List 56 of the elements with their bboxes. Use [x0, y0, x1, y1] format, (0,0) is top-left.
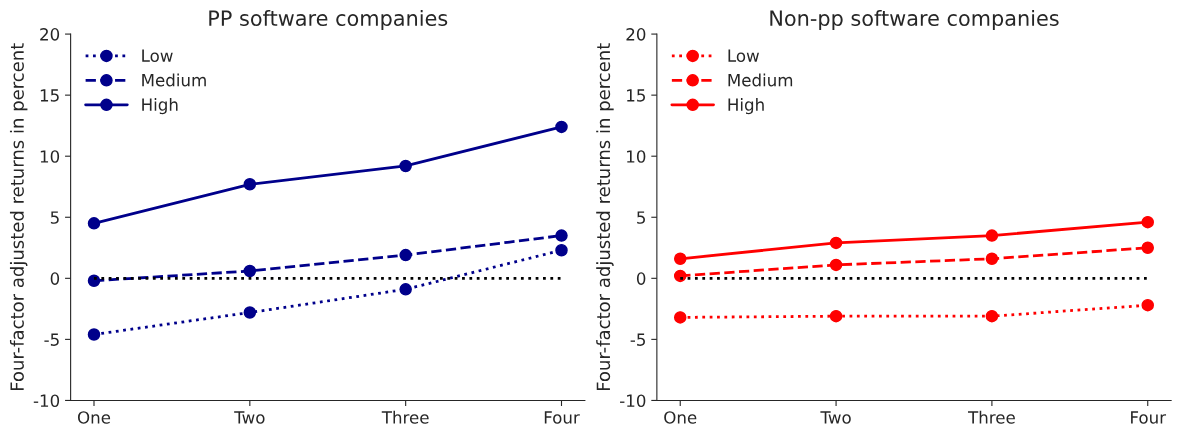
- y-tick-label: -10: [620, 394, 646, 408]
- point: [985, 229, 999, 242]
- y-tick-label: -5: [630, 333, 645, 346]
- y-tick-label: 20: [626, 28, 646, 41]
- chart-title: Non-pp software companies: [770, 9, 1059, 31]
- y-tick-label: 5: [637, 211, 645, 224]
- point: [87, 217, 101, 230]
- point: [87, 274, 101, 288]
- point: [87, 328, 101, 341]
- point: [673, 252, 687, 266]
- y-tick-label: 15: [40, 89, 59, 102]
- y-tick-label: -5: [44, 333, 59, 346]
- point: [399, 283, 412, 296]
- point: [985, 252, 999, 266]
- y-tick-label: 10: [627, 150, 646, 163]
- x-tick-label: Three: [967, 410, 1015, 424]
- x-tick-label: Two: [234, 411, 265, 424]
- point: [673, 269, 687, 283]
- point: [1141, 298, 1154, 312]
- point: [243, 306, 257, 319]
- x-tick-label: One: [77, 411, 111, 424]
- chart-title: PP software companies: [209, 9, 448, 31]
- y-axis-title: Four-factor adjusted returns in percent: [596, 43, 614, 391]
- x-tick-label: Two: [820, 411, 851, 424]
- point: [829, 309, 843, 323]
- y-tick-label: 0: [636, 272, 646, 285]
- y-tick-label: 5: [50, 211, 59, 224]
- y-tick-label: 0: [50, 272, 60, 285]
- point: [555, 243, 568, 257]
- x-tick-label: One: [664, 411, 697, 424]
- y-axis-title: Four-factor adjusted returns in percent: [9, 43, 28, 391]
- x-tick-label: Four: [544, 411, 580, 424]
- y-tick-label: -10: [33, 394, 60, 408]
- y-tick-label: 10: [40, 150, 60, 163]
- point: [1141, 215, 1154, 229]
- point: [829, 258, 843, 272]
- point: [399, 159, 412, 173]
- legend-label: Low: [728, 49, 759, 62]
- legend-label: Low: [142, 49, 173, 62]
- point: [243, 264, 257, 278]
- point: [1141, 241, 1154, 255]
- legend-label: Medium: [728, 73, 793, 87]
- point: [985, 309, 999, 323]
- x-tick-label: Three: [381, 410, 429, 424]
- legend-label: High: [728, 98, 764, 115]
- legend-label: Medium: [142, 73, 206, 87]
- legend-label: High: [142, 98, 178, 115]
- y-tick-label: 20: [40, 28, 60, 41]
- point: [673, 311, 687, 324]
- x-tick-label: Four: [1131, 411, 1167, 424]
- point: [399, 248, 412, 262]
- point: [555, 229, 568, 242]
- y-tick-label: 15: [627, 89, 645, 102]
- point: [243, 178, 257, 191]
- point: [829, 236, 843, 250]
- point: [555, 120, 568, 134]
